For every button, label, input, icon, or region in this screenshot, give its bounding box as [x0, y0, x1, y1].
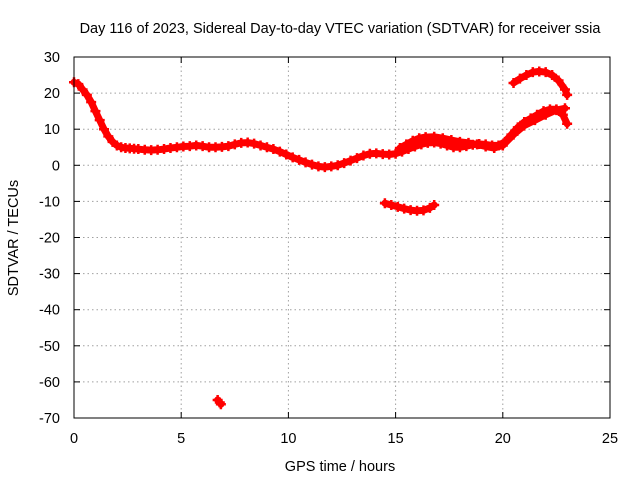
data-point: [229, 139, 240, 150]
data-point: [559, 103, 570, 114]
series-afternoon-overlap: [394, 103, 570, 153]
y-tick-label: -40: [39, 303, 60, 319]
data-point: [73, 79, 84, 90]
data-point: [94, 115, 105, 126]
data-point: [559, 84, 570, 95]
x-tick-label: 0: [70, 431, 78, 447]
data-point: [454, 136, 465, 147]
data-point: [540, 67, 551, 78]
data-point: [215, 399, 226, 410]
data-point: [358, 150, 369, 161]
data-point: [480, 141, 491, 152]
data-point: [281, 149, 292, 160]
data-point: [90, 106, 101, 117]
data-point: [547, 70, 558, 81]
data-point: [401, 139, 412, 150]
data-point: [86, 97, 97, 108]
ticks: 0 5 10 15 20 25 -70 -60 -50 -40 -30 -20 -10 0 10 20 30: [39, 50, 618, 447]
data-point: [394, 142, 405, 153]
y-tick-label: 30: [44, 50, 60, 66]
data-point: [287, 152, 298, 163]
series-negative-arc: [379, 198, 440, 216]
data-point: [352, 153, 363, 164]
y-tick-label: -10: [39, 194, 60, 210]
data-point: [103, 131, 114, 142]
data-point: [294, 154, 305, 165]
data-point: [306, 159, 317, 170]
data-point: [562, 118, 573, 129]
data-point: [300, 157, 311, 168]
data-point: [274, 146, 285, 157]
data-point: [540, 109, 551, 120]
data-point: [551, 105, 562, 116]
data-point: [77, 84, 88, 95]
data-point: [223, 141, 234, 152]
data-point: [508, 129, 519, 140]
y-tick-label: 0: [52, 158, 60, 174]
data-point: [399, 203, 410, 214]
y-tick-label: 10: [44, 122, 60, 138]
data-point: [514, 73, 525, 84]
y-tick-label: -50: [39, 339, 60, 355]
series-outlier: [212, 394, 226, 410]
data-point: [407, 135, 418, 146]
data-point: [446, 135, 457, 146]
data-point: [521, 70, 532, 81]
data-point: [508, 77, 519, 88]
data-point: [386, 200, 397, 211]
data-point: [553, 75, 564, 86]
data-point: [81, 89, 92, 100]
data-point: [249, 138, 260, 149]
series-high-arc: [508, 66, 573, 100]
x-axis-label: GPS time / hours: [285, 459, 395, 475]
data-point: [332, 160, 343, 171]
data-point: [392, 201, 403, 212]
data-point: [437, 133, 448, 144]
x-tick-label: 5: [177, 431, 185, 447]
data-point: [261, 142, 272, 153]
x-tick-label: 20: [495, 431, 511, 447]
data-point: [463, 137, 474, 148]
chart-title: Day 116 of 2023, Sidereal Day-to-day VTE…: [80, 21, 602, 37]
y-tick-label: -60: [39, 375, 60, 391]
series-main-arc: [69, 77, 573, 173]
x-tick-label: 15: [388, 431, 404, 447]
y-tick-label: -30: [39, 267, 60, 283]
data-point: [379, 198, 390, 209]
data-point: [429, 131, 440, 142]
data-point: [255, 140, 266, 151]
data-marks: [69, 66, 573, 410]
data-point: [472, 139, 483, 150]
grid: [74, 57, 610, 418]
y-tick-label: -20: [39, 231, 60, 247]
data-point: [529, 115, 540, 126]
x-tick-label: 25: [602, 431, 618, 447]
series-band: [70, 78, 571, 171]
data-point: [345, 155, 356, 166]
data-point: [489, 142, 500, 153]
data-point: [418, 205, 429, 216]
data-point: [99, 124, 110, 135]
data-point: [429, 200, 440, 211]
data-point: [562, 89, 573, 100]
data-point: [497, 140, 508, 151]
y-tick-label: -70: [39, 411, 60, 427]
x-tick-label: 10: [280, 431, 296, 447]
data-point: [519, 120, 530, 131]
y-axis-label: SDTVAR / TECUs: [6, 180, 22, 296]
data-point: [268, 144, 279, 155]
data-point: [339, 158, 350, 169]
data-point: [390, 148, 401, 159]
y-tick-label: 20: [44, 86, 60, 102]
data-point: [420, 132, 431, 143]
